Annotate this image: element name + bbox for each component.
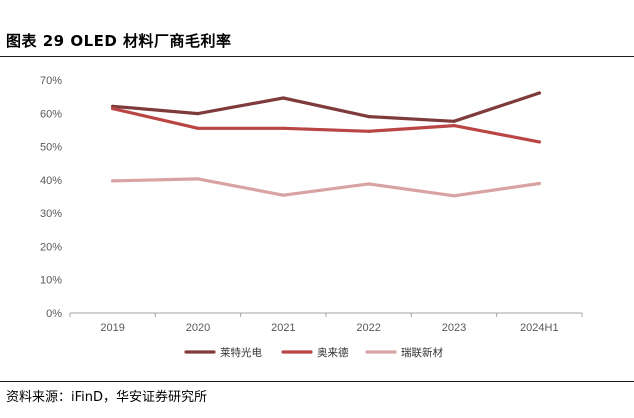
series-3-point — [111, 179, 115, 183]
x-tick-label: 2023 — [442, 322, 466, 334]
series-2-point — [367, 129, 371, 133]
series-3-point — [196, 177, 200, 181]
series-2-point — [196, 126, 200, 130]
y-tick-label: 0% — [46, 308, 62, 320]
y-tick-label: 50% — [40, 142, 62, 154]
series-line-2 — [111, 106, 541, 144]
legend-label: 奥来德 — [317, 346, 349, 359]
series-1-point — [452, 119, 456, 123]
y-tick-label: 70% — [40, 75, 62, 87]
y-tick-label: 20% — [40, 241, 62, 253]
series-3-point — [367, 182, 371, 186]
bottom-divider — [0, 381, 634, 382]
series-3-point — [452, 194, 456, 198]
series-1-point — [111, 104, 115, 108]
x-tick-label: 2019 — [100, 322, 124, 334]
y-tick-label: 60% — [40, 108, 62, 120]
series-3-point — [281, 193, 285, 197]
series-2-point — [537, 140, 541, 144]
x-tick-label: 2024H1 — [520, 322, 559, 334]
legend: 莱特光电 奥来德 瑞联新材 — [184, 346, 443, 359]
series-line-3 — [111, 177, 541, 198]
series-line-1 — [111, 91, 541, 123]
y-tick-label: 40% — [40, 175, 62, 187]
figure-title: 图表 29 OLED 材料厂商毛利率 — [6, 32, 232, 50]
y-axis: 0% 10% 20% 30% 40% 50% 60% 70% — [40, 75, 62, 320]
series-lines — [111, 91, 541, 198]
series-2-point — [452, 124, 456, 128]
y-tick-label: 10% — [40, 275, 62, 287]
top-divider — [0, 56, 634, 57]
series-3-point — [537, 181, 541, 186]
series-2-point — [111, 107, 115, 111]
series-1-point — [537, 91, 541, 95]
series-2-point — [281, 126, 285, 130]
series-1-point — [367, 115, 371, 119]
series-1-point — [281, 96, 285, 100]
x-tick-label: 2022 — [356, 322, 380, 334]
x-tick-label: 2021 — [271, 322, 295, 334]
x-axis: 2019 2020 2021 2022 2023 2024H1 — [69, 313, 583, 334]
x-tick-label: 2020 — [186, 322, 210, 334]
source-note: 资料来源：iFinD，华安证券研究所 — [6, 390, 208, 405]
y-tick-label: 30% — [40, 208, 62, 220]
legend-label: 莱特光电 — [220, 346, 262, 359]
series-1-point — [196, 112, 200, 116]
legend-label: 瑞联新材 — [401, 346, 443, 359]
